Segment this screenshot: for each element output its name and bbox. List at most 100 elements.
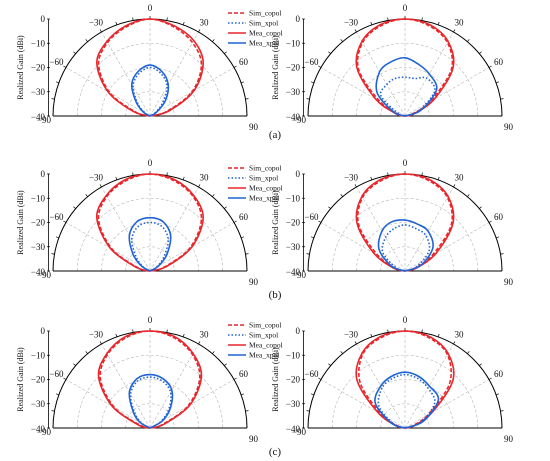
series-mea-xpol — [128, 373, 174, 429]
angle-tick-mark — [310, 236, 314, 239]
angle-gridline — [356, 343, 406, 429]
angle-tick-mark — [453, 341, 456, 345]
angle-tick-mark — [310, 81, 314, 84]
angle-tick-mark — [241, 393, 245, 396]
angle-tick-mark — [437, 333, 440, 337]
angle-tick-mark — [166, 172, 168, 176]
angle-tick-mark — [245, 410, 249, 412]
radial-gridline — [101, 222, 199, 272]
angle-tick-label: 90 — [249, 277, 259, 287]
angle-tick-mark — [51, 410, 55, 412]
angle-tick-mark — [340, 351, 343, 354]
angle-gridline — [404, 379, 490, 429]
radial-tick-label: −40 — [31, 424, 46, 434]
angle-tick-mark — [496, 393, 500, 396]
angle-tick-mark — [500, 98, 504, 100]
angle-tick-mark — [488, 65, 492, 68]
angle-tick-mark — [241, 236, 245, 239]
angle-tick-mark — [370, 176, 373, 180]
angle-tick-label: 30 — [200, 17, 210, 27]
angle-tick-mark — [500, 253, 504, 255]
angle-tick-mark — [437, 21, 440, 25]
angle-tick-mark — [328, 206, 331, 209]
y-axis-label: Realized Gain (dBi) — [16, 347, 25, 412]
series-sim-xpol — [377, 373, 436, 429]
angle-tick-mark — [99, 184, 102, 188]
series-mea-copol — [355, 18, 455, 117]
radial-tick-label: −20 — [286, 375, 301, 385]
legend-label: Sim_xpol — [249, 174, 278, 183]
series-mea-xpol — [374, 371, 440, 429]
legend-label: Mea_copol — [249, 184, 283, 193]
angle-tick-label: 0 — [403, 3, 408, 13]
angle-tick-label: 90 — [249, 122, 259, 132]
angle-tick-mark — [132, 329, 134, 333]
y-axis-label: Realized Gain (dBi) — [16, 190, 25, 255]
angle-tick-mark — [387, 329, 389, 333]
angle-tick-label: 30 — [455, 17, 465, 27]
angle-tick-label: −30 — [344, 329, 359, 339]
angle-tick-mark — [370, 333, 373, 337]
series-mea-xpol — [377, 219, 434, 272]
angle-tick-mark — [73, 51, 76, 54]
angle-tick-mark — [85, 194, 88, 197]
angle-tick-mark — [132, 17, 134, 21]
radial-tick-label: −20 — [31, 218, 46, 228]
angle-tick-label: 60 — [239, 212, 249, 222]
radial-tick-label: −20 — [31, 63, 46, 73]
angle-tick-label: 0 — [148, 3, 153, 13]
angle-tick-label: −30 — [89, 17, 104, 27]
angle-tick-mark — [73, 206, 76, 209]
radial-gridline — [356, 67, 454, 117]
legend-label: Sim_copol — [249, 9, 282, 18]
angle-tick-mark — [318, 220, 322, 223]
legend-label: Sim_xpol — [249, 331, 278, 340]
angle-tick-mark — [310, 393, 314, 396]
angle-tick-mark — [328, 51, 331, 54]
radial-tick-label: −30 — [286, 399, 301, 409]
series-mea-xpol — [130, 64, 170, 117]
angle-tick-mark — [63, 220, 67, 223]
angle-tick-mark — [496, 236, 500, 239]
radial-tick-label: −40 — [286, 424, 301, 434]
series-sim-xpol — [379, 76, 436, 117]
caption-b: (b) — [269, 289, 282, 301]
angle-tick-mark — [182, 176, 185, 180]
radial-tick-label: −30 — [31, 87, 46, 97]
angle-tick-mark — [99, 341, 102, 345]
angle-gridline — [404, 343, 454, 429]
angle-tick-label: −90 — [37, 427, 52, 437]
angle-tick-mark — [421, 172, 423, 176]
angle-tick-label: −90 — [292, 270, 307, 280]
angle-tick-mark — [306, 253, 310, 255]
angle-tick-mark — [166, 329, 168, 333]
angle-gridline — [404, 31, 454, 117]
angle-gridline — [65, 222, 151, 272]
angle-gridline — [149, 31, 199, 117]
angle-tick-label: −90 — [37, 270, 52, 280]
y-axis-label: Realized Gain (dBi) — [271, 35, 280, 100]
angle-tick-mark — [370, 21, 373, 25]
angle-tick-mark — [496, 81, 500, 84]
y-axis-label: Realized Gain (dBi) — [16, 35, 25, 100]
radial-gridline — [101, 379, 199, 429]
legend-label: Sim_xpol — [249, 19, 278, 28]
angle-tick-label: −90 — [292, 427, 307, 437]
angle-tick-mark — [453, 184, 456, 188]
angle-gridline — [404, 186, 454, 272]
angle-tick-label: 30 — [200, 329, 210, 339]
angle-tick-mark — [85, 39, 88, 42]
angle-tick-mark — [115, 333, 118, 337]
angle-tick-label: 30 — [455, 329, 465, 339]
radial-tick-label: −30 — [31, 399, 46, 409]
angle-gridline — [356, 186, 406, 272]
angle-tick-mark — [387, 172, 389, 176]
angle-gridline — [65, 67, 151, 117]
angle-tick-mark — [115, 176, 118, 180]
radial-tick-label: 0 — [296, 14, 301, 24]
angle-tick-mark — [318, 65, 322, 68]
radial-tick-label: −30 — [286, 87, 301, 97]
